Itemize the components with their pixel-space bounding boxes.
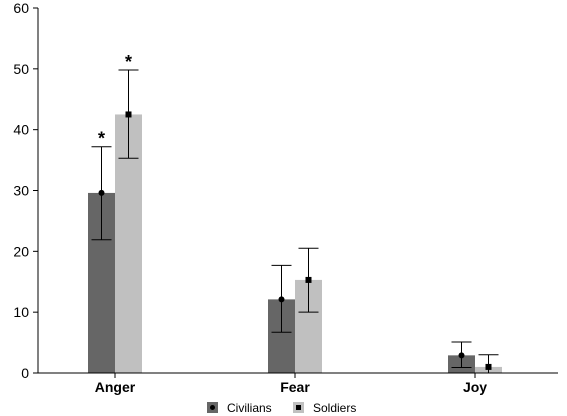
mean-marker-circle <box>278 296 285 303</box>
mean-marker-square <box>305 276 312 283</box>
legend-marker-square <box>296 405 301 410</box>
bars <box>88 114 502 373</box>
y-tick-label: 30 <box>13 183 29 199</box>
y-tick-label: 20 <box>13 243 29 259</box>
legend-label-civilians: Civilians <box>227 401 272 415</box>
mean-marker-square <box>485 363 492 370</box>
significance-star: * <box>98 129 105 149</box>
mean-marker-circle <box>458 352 465 359</box>
mean-markers <box>98 111 492 370</box>
y-tick-label: 40 <box>13 122 29 138</box>
significance-star: * <box>125 52 132 72</box>
legend-marker-circle <box>210 405 215 410</box>
x-axis-labels: Anger Fear Joy <box>95 373 487 395</box>
mean-marker-circle <box>98 189 105 196</box>
y-tick-label: 10 <box>13 304 29 320</box>
y-tick-label: 0 <box>21 365 29 381</box>
significance-markers: ** <box>98 52 132 149</box>
x-category-label: Fear <box>280 379 310 395</box>
x-category-label: Anger <box>95 379 136 395</box>
y-axis-ticks: 0 10 20 30 40 50 60 <box>13 0 38 381</box>
legend: Civilians Soldiers <box>207 401 356 415</box>
mean-marker-square <box>125 111 132 118</box>
legend-label-soldiers: Soldiers <box>313 401 356 415</box>
x-category-label: Joy <box>463 379 487 395</box>
y-tick-label: 60 <box>13 0 29 16</box>
y-tick-label: 50 <box>13 61 29 77</box>
